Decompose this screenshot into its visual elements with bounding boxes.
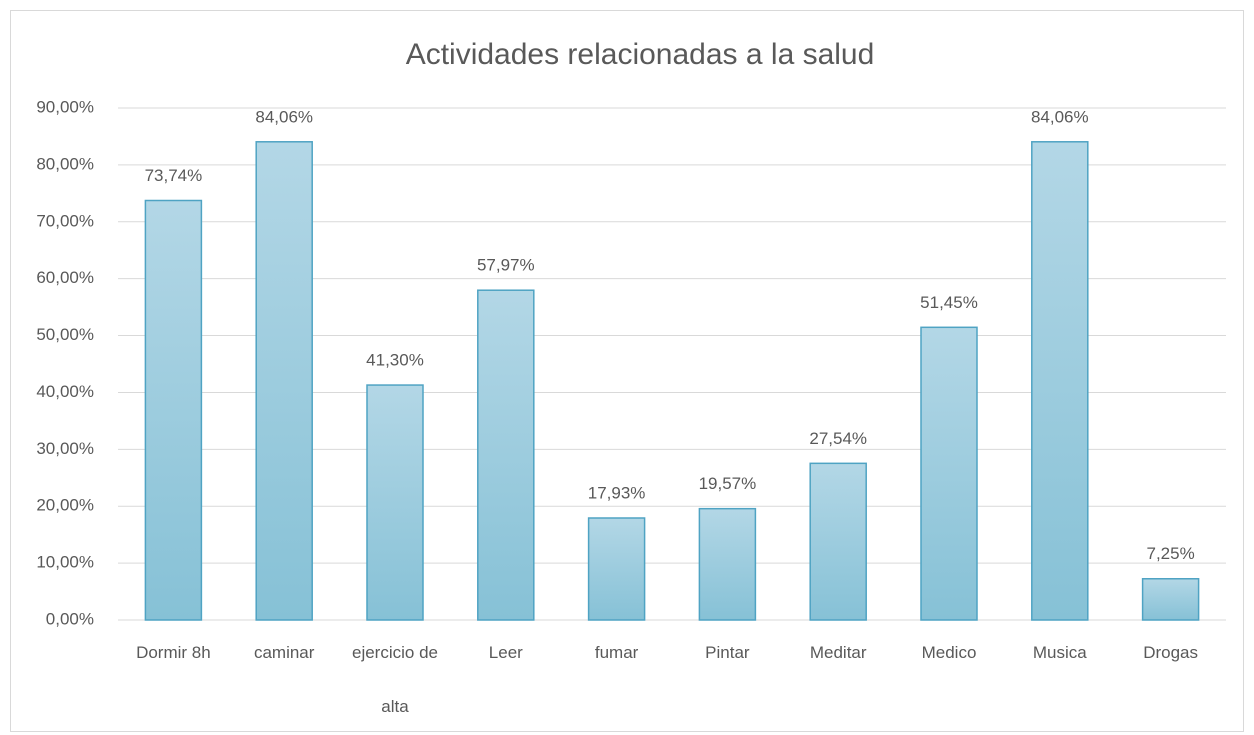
bar bbox=[1141, 578, 1200, 621]
bar bbox=[144, 199, 203, 621]
y-tick-label: 10,00% bbox=[36, 553, 94, 572]
data-label: 73,74% bbox=[145, 166, 203, 185]
y-tick-label: 60,00% bbox=[36, 268, 94, 287]
x-tick-label: ejercicio de alta bbox=[352, 643, 438, 716]
y-tick-label: 30,00% bbox=[36, 439, 94, 458]
y-tick-label: 0,00% bbox=[46, 609, 94, 628]
x-tick-label: Medico bbox=[921, 643, 977, 662]
y-tick-label: 50,00% bbox=[36, 325, 94, 344]
data-label: 84,06% bbox=[1031, 107, 1089, 126]
bar bbox=[1031, 141, 1089, 621]
bar bbox=[587, 517, 646, 621]
y-tick-label: 70,00% bbox=[36, 211, 94, 230]
bar bbox=[366, 384, 424, 621]
data-label: 41,30% bbox=[366, 351, 424, 370]
x-tick-label: Drogas bbox=[1143, 643, 1198, 662]
x-tick-label: Leer bbox=[488, 643, 523, 662]
data-label: 51,45% bbox=[920, 293, 978, 312]
chart-title: Actividades relacionadas a la salud bbox=[406, 38, 875, 71]
x-tick-label: Dormir 8h bbox=[136, 643, 211, 662]
bar bbox=[809, 462, 867, 621]
bar bbox=[255, 141, 313, 621]
data-label: 57,97% bbox=[477, 256, 535, 275]
x-tick-label: Meditar bbox=[809, 643, 867, 662]
y-tick-label: 20,00% bbox=[36, 496, 94, 515]
bar bbox=[920, 326, 978, 621]
x-tick-label: fumar bbox=[594, 643, 639, 662]
data-label: 17,93% bbox=[588, 483, 646, 502]
x-tick-label: Musica bbox=[1032, 643, 1087, 662]
data-label: 27,54% bbox=[809, 429, 867, 448]
bar bbox=[698, 507, 757, 621]
x-tick-label: caminar bbox=[253, 643, 315, 662]
y-tick-label: 80,00% bbox=[36, 154, 94, 173]
y-tick-label: 90,00% bbox=[36, 97, 94, 116]
y-tick-label: 40,00% bbox=[36, 382, 94, 401]
x-tick-label: Pintar bbox=[705, 643, 750, 662]
data-label: 19,57% bbox=[699, 474, 757, 493]
bar bbox=[477, 289, 535, 621]
data-label: 7,25% bbox=[1146, 544, 1194, 563]
data-label: 84,06% bbox=[255, 107, 313, 126]
